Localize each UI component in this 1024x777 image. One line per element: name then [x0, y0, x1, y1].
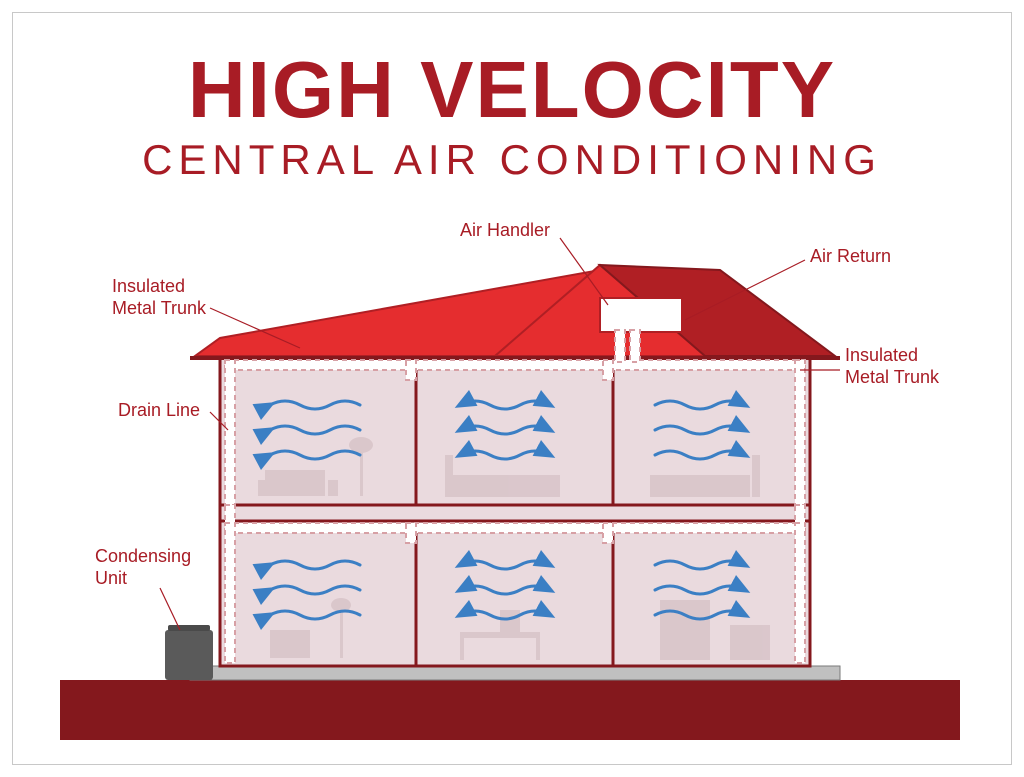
- title-main: HIGH VELOCITY: [0, 50, 1024, 130]
- house-diagram: Air Handler Air Return Insulated Metal T…: [60, 230, 960, 740]
- foundation: [190, 666, 840, 680]
- house-svg: [60, 230, 960, 750]
- air-handler-unit: [600, 298, 682, 332]
- condensing-unit: [165, 630, 213, 680]
- title-sub: CENTRAL AIR CONDITIONING: [0, 136, 1024, 184]
- title-block: HIGH VELOCITY CENTRAL AIR CONDITIONING: [0, 50, 1024, 184]
- ground-slab: [60, 680, 960, 740]
- floor-divider: [220, 505, 810, 521]
